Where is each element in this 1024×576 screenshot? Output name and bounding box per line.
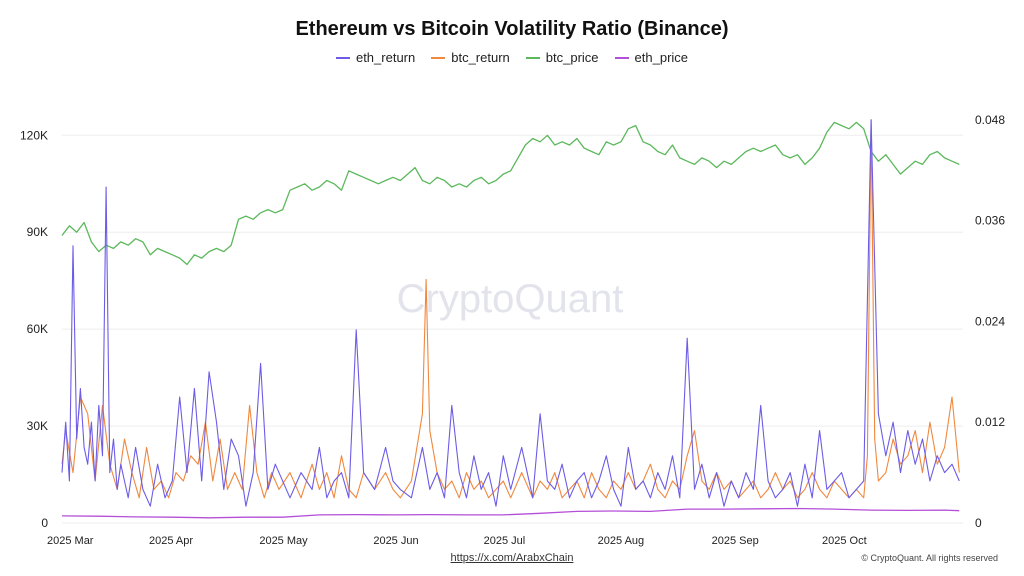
legend-item-eth-return[interactable]: eth_return bbox=[335, 50, 416, 65]
legend-swatch-btc-return bbox=[431, 56, 446, 59]
series-line-btc-price bbox=[61, 121, 960, 266]
legend-item-btc-price[interactable]: btc_price bbox=[525, 50, 599, 65]
x-tick-label: 2025 Jul bbox=[484, 535, 526, 547]
right-tick-label: 0.048 bbox=[975, 113, 1005, 127]
legend-swatch-btc-price bbox=[525, 56, 540, 59]
left-tick-label: 60K bbox=[27, 322, 48, 336]
left-tick-label: 30K bbox=[27, 419, 48, 433]
series-line-btc-return bbox=[61, 119, 960, 499]
legend: eth_return btc_return btc_price eth_pric… bbox=[0, 50, 1024, 65]
legend-swatch-eth-return bbox=[335, 56, 350, 59]
x-tick-label: 2025 Mar bbox=[47, 535, 94, 547]
left-tick-label: 90K bbox=[27, 225, 48, 239]
x-tick-label: 2025 May bbox=[259, 535, 308, 547]
legend-swatch-eth-price bbox=[614, 56, 629, 59]
right-tick-label: 0.036 bbox=[975, 214, 1005, 228]
legend-item-btc-return[interactable]: btc_return bbox=[431, 50, 510, 65]
legend-label-btc-return: btc_return bbox=[451, 50, 510, 65]
legend-item-eth-price[interactable]: eth_price bbox=[614, 50, 689, 65]
source-link[interactable]: https://x.com/ArabxChain bbox=[450, 552, 574, 564]
x-tick-label: 2025 Apr bbox=[149, 535, 193, 547]
right-tick-label: 0.012 bbox=[975, 415, 1005, 429]
copyright-text: © CryptoQuant. All rights reserved bbox=[861, 553, 998, 563]
left-tick-label: 0 bbox=[41, 516, 48, 530]
right-tick-label: 0 bbox=[975, 516, 982, 530]
watermark-text: CryptoQuant bbox=[397, 277, 624, 321]
series-line-eth-return bbox=[61, 119, 960, 507]
x-tick-label: 2025 Sep bbox=[712, 535, 759, 547]
x-tick-label: 2025 Aug bbox=[598, 535, 645, 547]
chart-title: Ethereum vs Bitcoin Volatility Ratio (Bi… bbox=[295, 18, 729, 40]
left-tick-label: 120K bbox=[20, 128, 48, 142]
legend-label-btc-price: btc_price bbox=[545, 50, 599, 65]
series-line-eth-price bbox=[61, 507, 960, 519]
x-tick-label: 2025 Jun bbox=[373, 535, 418, 547]
legend-label-eth-price: eth_price bbox=[634, 50, 689, 65]
legend-label-eth-return: eth_return bbox=[355, 50, 416, 65]
right-tick-label: 0.024 bbox=[975, 314, 1005, 328]
x-tick-label: 2025 Oct bbox=[822, 535, 867, 547]
